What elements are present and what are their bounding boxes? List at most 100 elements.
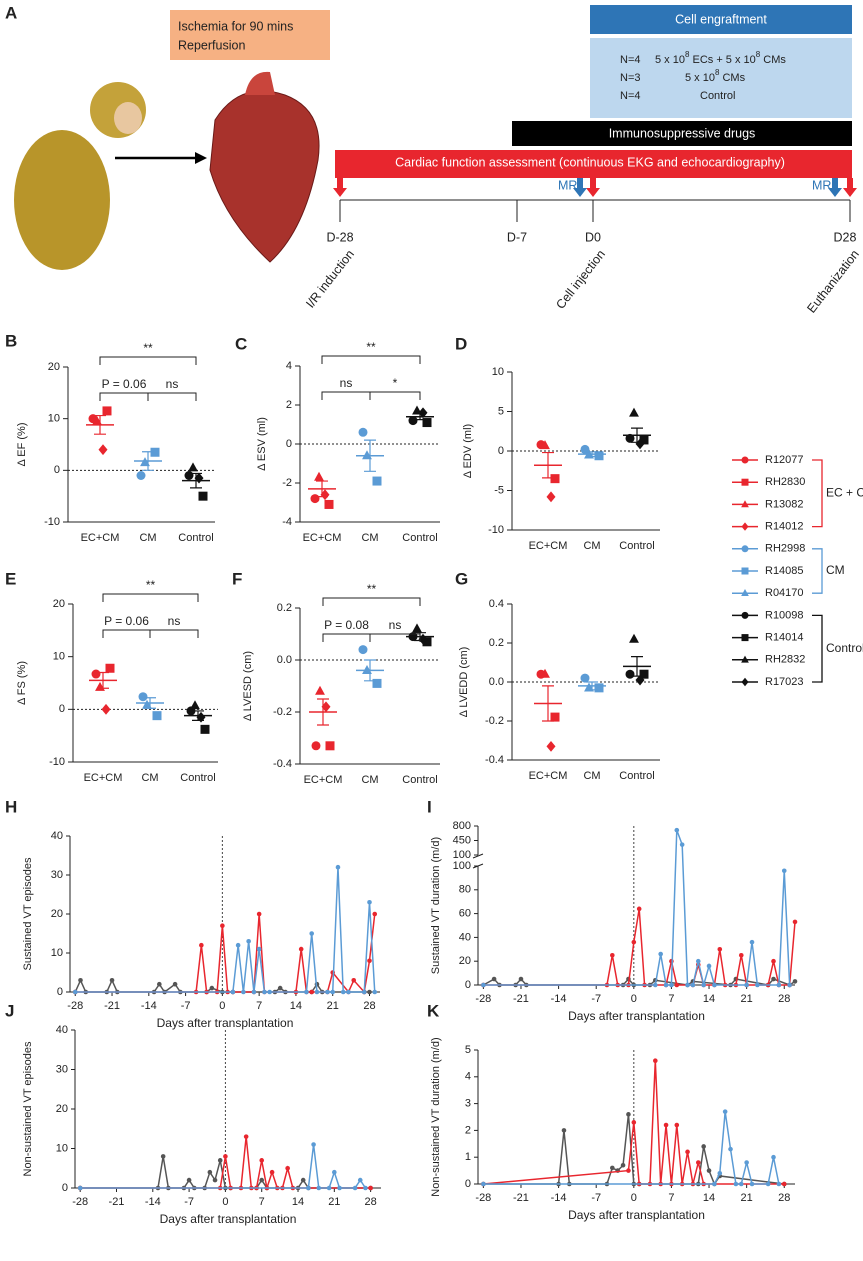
x-axis-label: Days after transplantation <box>568 1208 705 1222</box>
x-tick-label: 28 <box>365 1196 377 1208</box>
data-point <box>594 451 604 461</box>
data-point <box>357 1177 363 1183</box>
data-point <box>200 724 210 734</box>
panel-label: E <box>5 569 16 588</box>
data-point <box>706 963 712 969</box>
data-point <box>636 906 642 912</box>
x-tick-label: 21 <box>741 1192 753 1204</box>
data-point <box>78 978 83 983</box>
legend-entry: R17023 <box>765 676 804 688</box>
x-tick-label: EC+CM <box>529 540 568 552</box>
x-tick-label: -28 <box>72 1196 88 1208</box>
legend-group: EC + CM <box>826 485 863 499</box>
data-point <box>626 1168 631 1173</box>
data-point <box>744 982 749 988</box>
data-point <box>749 939 755 945</box>
x-tick-label: 0 <box>631 993 637 1005</box>
y-tick-label: 4 <box>286 360 292 372</box>
sem-bar <box>364 439 376 472</box>
sem-bar <box>94 414 106 435</box>
data-point <box>199 942 204 948</box>
y-tick-label: 4 <box>465 1071 471 1083</box>
group-text: Control <box>700 90 735 102</box>
data-point <box>629 407 639 417</box>
data-point <box>550 712 560 722</box>
mri-arrows <box>573 178 842 197</box>
drugs-text: Immunosuppressive drugs <box>609 126 756 140</box>
data-point <box>256 946 262 952</box>
x-tick-label: 7 <box>668 993 674 1005</box>
data-point <box>269 1169 275 1175</box>
panel-label: I <box>427 797 432 816</box>
y-axis-label: Δ FS (%) <box>16 661 28 705</box>
data-point <box>491 976 497 982</box>
legend-marker <box>741 456 749 464</box>
x-tick-label: -21 <box>104 1000 120 1012</box>
series-line <box>75 867 376 993</box>
x-tick-label: 14 <box>292 1196 304 1208</box>
y-tick-label: 3 <box>465 1098 471 1110</box>
sem-bar <box>631 656 643 677</box>
y-tick-label: -2 <box>282 477 292 489</box>
data-point <box>669 982 674 988</box>
data-point <box>351 978 357 983</box>
sem-bar <box>192 710 204 721</box>
mri-label: MRI <box>812 178 835 192</box>
data-point <box>781 1181 787 1187</box>
y-tick-label: -0.4 <box>485 754 504 766</box>
y-tick-label: -0.2 <box>485 715 504 727</box>
timeline-label: D-28 <box>326 230 353 244</box>
data-point <box>352 1185 358 1191</box>
data-point <box>310 494 320 504</box>
timeline-label: D0 <box>585 230 601 244</box>
data-point <box>172 981 178 987</box>
sem-bar <box>142 451 154 471</box>
data-point <box>267 989 272 995</box>
legend-marker <box>741 611 749 619</box>
data-point <box>304 989 309 995</box>
data-point <box>367 900 372 905</box>
y-tick-label: -0.2 <box>273 706 292 718</box>
y-tick-label: 20 <box>51 908 63 920</box>
x-tick-label: 0 <box>219 1000 225 1012</box>
data-point <box>363 1185 368 1191</box>
data-point <box>259 1177 265 1183</box>
assessment-arrows <box>333 178 857 197</box>
group-n: N=3 <box>620 72 641 84</box>
data-point <box>207 1169 213 1175</box>
data-point <box>518 976 524 982</box>
data-point <box>105 663 115 673</box>
x-tick-label: EC+CM <box>84 772 123 784</box>
sem-bar <box>97 671 109 689</box>
data-point <box>712 1181 717 1187</box>
y-tick-label: 20 <box>56 1103 68 1115</box>
data-point <box>706 1168 712 1173</box>
y-tick-label: 800 <box>453 820 471 832</box>
data-point <box>372 678 382 688</box>
mri-label: MRI <box>558 178 581 192</box>
data-point <box>674 982 680 988</box>
assessment-bar <box>335 150 852 178</box>
x-tick-label: 0 <box>631 1192 637 1204</box>
data-point <box>792 979 798 984</box>
data-point <box>77 1185 83 1191</box>
ischemia-text: Reperfusion <box>178 38 245 52</box>
y-tick-label: 20 <box>459 955 471 967</box>
legend-marker <box>741 677 749 687</box>
data-point <box>346 989 351 995</box>
bracket-label: P = 0.06 <box>104 614 149 628</box>
panel-label: F <box>232 569 242 588</box>
data-point <box>109 978 115 983</box>
bracket <box>99 392 149 401</box>
x-tick-label: -7 <box>184 1196 194 1208</box>
data-point <box>663 1122 669 1128</box>
data-point <box>358 427 368 437</box>
y-tick-label: 0.2 <box>277 602 292 614</box>
data-point <box>309 931 314 936</box>
event-label: Euthanization <box>804 247 862 315</box>
legend-entry: R04170 <box>765 587 804 599</box>
data-point <box>241 989 246 995</box>
y-tick-label: 0.0 <box>489 676 504 688</box>
x-tick-label: CM <box>583 540 600 552</box>
